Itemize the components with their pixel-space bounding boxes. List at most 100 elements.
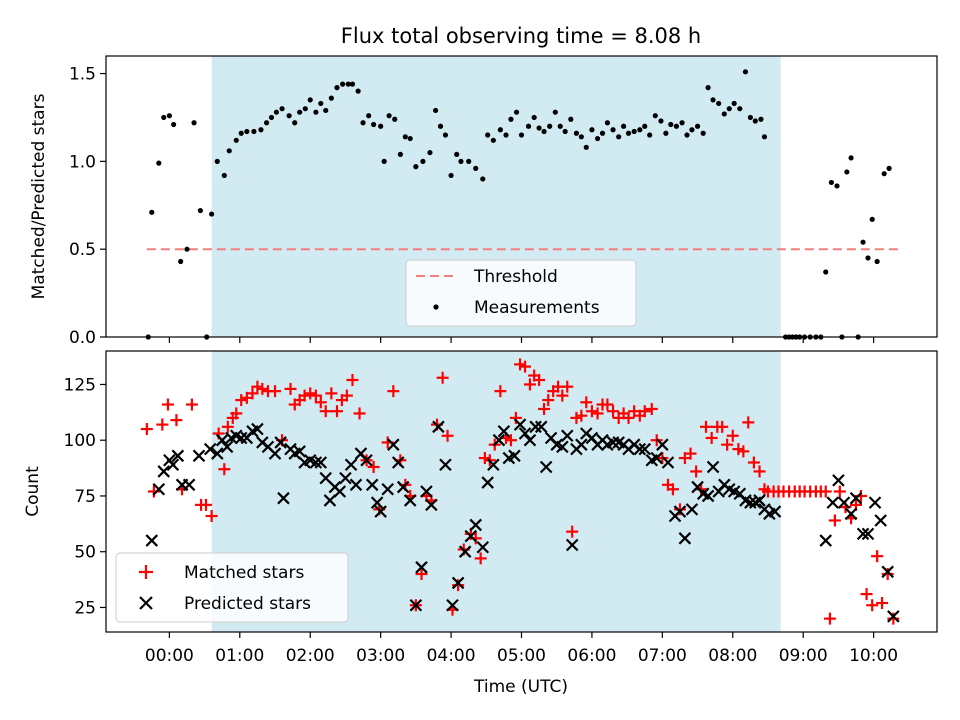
measurement-point <box>616 134 622 140</box>
measurement-point <box>710 97 716 103</box>
measurement-point <box>589 127 595 133</box>
measurement-point <box>221 172 227 179</box>
top-legend: Threshold Measurements <box>405 259 637 327</box>
matched-star-marker <box>580 396 593 409</box>
measurement-point <box>178 258 184 265</box>
predicted-star-marker <box>539 460 553 474</box>
legend-threshold-label: Threshold <box>473 267 558 287</box>
x-tick-label: 00:00 <box>145 646 194 666</box>
measurement-point <box>541 128 547 135</box>
matched-star-marker <box>319 405 332 418</box>
matched-star-marker <box>523 378 536 391</box>
measurement-point <box>171 121 177 128</box>
measurement-point <box>694 123 701 129</box>
measurement-point <box>518 132 525 138</box>
measurement-point <box>631 128 637 135</box>
matched-star-marker <box>823 612 836 625</box>
measurement-point <box>166 113 172 119</box>
matched-star-marker <box>235 394 248 407</box>
predicted-star-marker <box>203 442 217 456</box>
top-y-ticks: 0.0 0.5 1.0 1.5 <box>69 65 106 348</box>
measurement-point <box>823 269 829 275</box>
measurement-point <box>668 121 674 128</box>
bottom-y-tick-label: 75 <box>74 487 96 507</box>
matched-star-marker <box>876 597 889 610</box>
predicted-star-marker <box>826 496 840 509</box>
predicted-star-marker <box>215 433 229 447</box>
measurement-point <box>286 113 292 119</box>
top-y-axis-label: Matched/Predicted stars <box>29 93 49 299</box>
predicted-star-marker <box>497 425 511 438</box>
legend-measurement-swatch <box>433 304 439 310</box>
measurement-point <box>233 137 239 143</box>
measurement-point <box>531 114 537 121</box>
predicted-star-marker <box>650 451 663 465</box>
top-y-tick-label: 1.0 <box>69 152 96 172</box>
x-tick-label: 04:00 <box>427 646 476 666</box>
predicted-star-marker <box>277 491 290 505</box>
predicted-star-marker <box>293 445 306 458</box>
predicted-star-marker <box>508 449 521 463</box>
measurement-point <box>684 132 690 138</box>
measurement-point <box>307 97 313 103</box>
measurement-point <box>525 123 532 129</box>
predicted-star-marker <box>661 456 675 469</box>
predicted-star-marker <box>432 420 445 434</box>
measurement-point <box>881 171 887 177</box>
matched-star-marker <box>452 579 465 592</box>
measurement-point <box>407 135 413 142</box>
matched-star-marker <box>705 431 718 444</box>
x-tick-label: 06:00 <box>567 646 616 666</box>
measurement-point <box>689 127 695 133</box>
measurement-point <box>573 130 580 136</box>
predicted-star-marker <box>349 478 363 492</box>
predicted-star-marker <box>420 485 433 498</box>
predicted-star-marker <box>314 456 328 469</box>
measurement-point <box>297 109 303 115</box>
predicted-star-marker <box>844 507 858 521</box>
predicted-star-marker <box>744 496 757 509</box>
predicted-star-marker <box>565 538 579 552</box>
matched-star-marker <box>747 456 760 469</box>
predicted-star-marker <box>481 476 494 489</box>
measurement-point <box>742 69 749 75</box>
measurement-point <box>568 116 574 122</box>
predicted-star-marker <box>556 440 569 454</box>
measurement-point <box>323 107 329 114</box>
measurement-point <box>355 88 361 94</box>
matched-star-marker <box>436 371 449 384</box>
predicted-star-marker <box>633 442 647 456</box>
measurement-point <box>226 148 232 154</box>
measurement-point <box>209 211 215 217</box>
matched-star-marker <box>314 396 327 409</box>
measurement-point <box>721 111 727 117</box>
x-tick-label: 05:00 <box>497 646 546 666</box>
predicted-star-marker <box>832 474 845 487</box>
predicted-star-marker <box>513 418 527 431</box>
measurement-point <box>214 158 220 164</box>
measurement-point <box>705 85 711 91</box>
matched-star-marker <box>742 416 755 429</box>
predicted-star-marker <box>344 458 358 472</box>
predicted-star-marker <box>874 514 887 527</box>
bottom-y-ticks: 25 50 75 100 125 <box>64 375 106 618</box>
measurement-point <box>442 132 449 138</box>
predicted-star-marker <box>333 485 347 498</box>
measurement-point <box>658 118 664 124</box>
predicted-star-marker <box>518 427 532 440</box>
matched-star-marker <box>638 405 651 418</box>
measurement-point <box>263 120 270 126</box>
predicted-stars-points <box>145 418 900 623</box>
measurement-point <box>473 165 479 171</box>
measurement-point <box>621 123 627 129</box>
matched-star-marker <box>161 398 174 411</box>
matched-star-marker <box>330 405 343 418</box>
matched-star-marker <box>325 387 338 400</box>
top-y-tick-label: 0.5 <box>69 240 96 260</box>
measurement-point <box>258 127 264 133</box>
measurement-point <box>345 81 351 87</box>
predicted-star-marker <box>685 503 699 516</box>
matched-star-marker <box>645 402 658 415</box>
measurement-point <box>848 155 854 161</box>
measurement-point <box>273 109 280 115</box>
